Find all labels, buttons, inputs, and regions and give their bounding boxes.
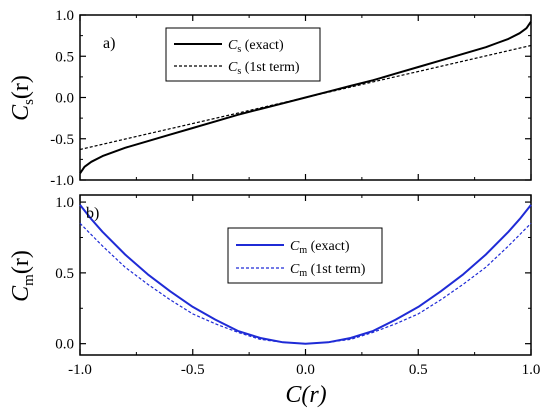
panel-b-y-tick-label: 1.0	[55, 195, 74, 211]
panel-a-label: a)	[103, 35, 115, 52]
x-tick-label: -0.5	[181, 362, 205, 378]
panel-b-y-tick-label: 0.0	[55, 337, 74, 353]
panel-b: 0.0 0.5 1.0 b) Cm (exact) Cm (1st term) Cm…	[8, 194, 540, 408]
panel-a-y-tick-label: 0.0	[55, 91, 74, 107]
panel-a-legend-box	[165, 27, 321, 82]
x-axis-label: C(r)	[285, 382, 326, 408]
panel-b-y-axis-label: Cm(r)	[8, 250, 37, 302]
legend-entry-cm-exact: Cm (exact)	[290, 239, 350, 256]
x-tick-label: 1.0	[522, 362, 541, 378]
panel-a-series	[79, 21, 532, 174]
panel-a-y-tick-label: -1.0	[50, 173, 74, 189]
panel-b-legend: Cm (exact) Cm (1st term)	[227, 227, 383, 284]
panel-b-y-tick-labels: 0.0 0.5 1.0	[55, 195, 74, 353]
legend-entry-cm-1st-term: Cm (1st term)	[290, 262, 366, 279]
panel-b-y-tick-label: 0.5	[55, 266, 74, 282]
legend-entry-cs-exact: Cs (exact)	[228, 38, 284, 55]
panel-b-x-tick-labels: -1.0 -0.5 0.0 0.5 1.0	[68, 362, 540, 378]
panel-a-y-tick-labels: -1.0 -0.5 0.0 0.5 1.0	[50, 8, 74, 189]
x-tick-label: -1.0	[68, 362, 92, 378]
panel-a-legend: Cs (exact) Cs (1st term)	[165, 27, 321, 82]
panel-a: -1.0 -0.5 0.0 0.5 1.0 a) Cs (exact) Cs (1st …	[8, 8, 532, 189]
panel-a-y-tick-label: 1.0	[55, 8, 74, 24]
x-tick-label: 0.0	[296, 362, 315, 378]
panel-a-ticks	[79, 14, 532, 181]
panel-b-series-1st-term-line	[79, 222, 532, 345]
panel-b-label: b)	[86, 205, 99, 222]
x-tick-label: 0.5	[409, 362, 428, 378]
panel-b-legend-box	[227, 227, 383, 284]
panel-b-ticks	[79, 195, 532, 355]
panel-a-y-tick-label: -0.5	[50, 132, 74, 148]
panel-a-series-1st-term-line	[79, 44, 532, 151]
panel-a-y-tick-label: 0.5	[55, 49, 74, 65]
panel-b-series	[79, 204, 532, 345]
legend-entry-cs-1st-term: Cs (1st term)	[228, 60, 300, 77]
panel-a-y-axis-label: Cs(r)	[8, 75, 37, 121]
